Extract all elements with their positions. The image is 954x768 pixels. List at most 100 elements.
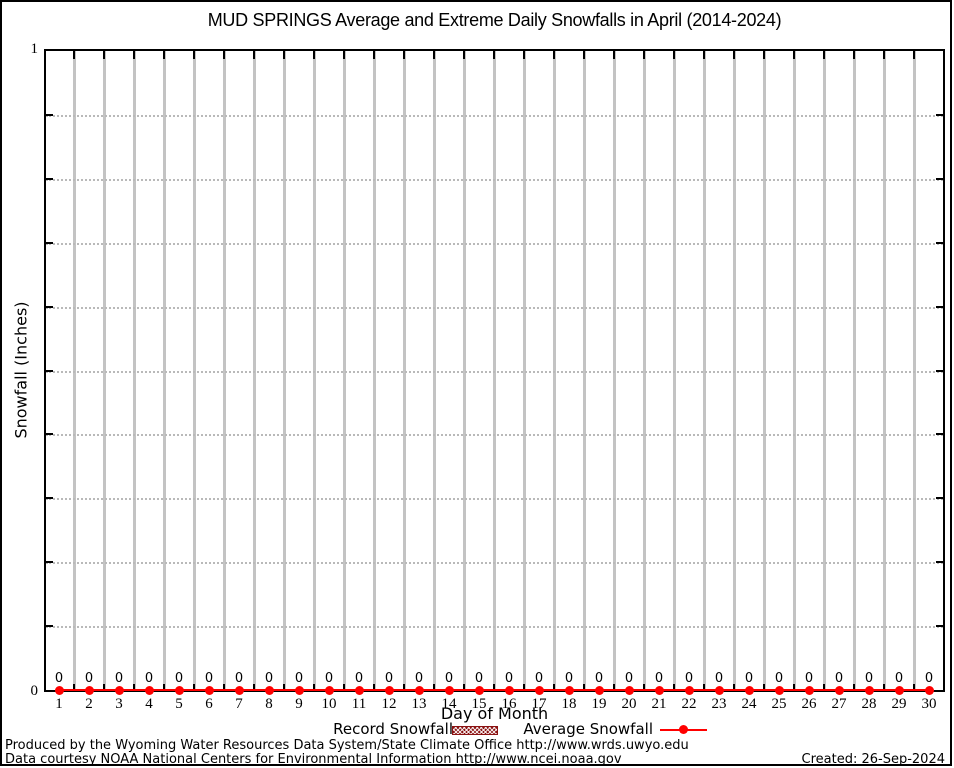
horizontal-dotted-gridline	[46, 178, 943, 181]
x-tick-label: 6	[205, 696, 213, 712]
data-point-marker	[684, 685, 694, 695]
point-value-label: 0	[894, 671, 904, 686]
x-tick-bottom	[313, 684, 315, 690]
data-point-marker	[594, 685, 604, 695]
data-point-marker	[144, 685, 154, 695]
x-tick-bottom	[373, 684, 375, 690]
horizontal-dotted-gridline	[46, 306, 943, 309]
x-tick-bottom	[793, 684, 795, 690]
x-tick-top	[523, 51, 525, 59]
footer-data-courtesy: Data courtesy NOAA National Centers for …	[5, 752, 622, 767]
horizontal-dotted-gridline	[46, 626, 943, 629]
x-tick-top	[703, 51, 705, 59]
x-tick-top	[883, 51, 885, 59]
data-point-marker	[534, 685, 544, 695]
point-value-label: 0	[444, 671, 454, 686]
footer-produced-by: Produced by the Wyoming Water Resources …	[5, 738, 689, 753]
x-tick-bottom	[553, 684, 555, 690]
plot-border-left	[44, 49, 46, 692]
data-point-marker	[234, 685, 244, 695]
x-tick-top	[913, 51, 915, 59]
x-tick-bottom	[103, 684, 105, 690]
x-tick-label: 30	[921, 696, 937, 712]
x-tick-bottom	[253, 684, 255, 690]
x-tick-label: 17	[531, 696, 547, 712]
y-axis-title: Snowfall (Inches)	[11, 301, 31, 439]
data-point-marker	[654, 685, 664, 695]
plot-border-bottom	[44, 690, 945, 692]
point-value-label: 0	[54, 671, 64, 686]
x-tick-label: 23	[711, 696, 727, 712]
x-tick-label: 18	[561, 696, 577, 712]
x-tick-bottom	[703, 684, 705, 690]
x-tick-bottom	[763, 684, 765, 690]
data-point-marker	[504, 685, 514, 695]
x-tick-label: 15	[471, 696, 487, 712]
x-tick-top	[433, 51, 435, 59]
data-point-marker	[84, 685, 94, 695]
legend-record-label: Record Snowfall	[333, 720, 453, 738]
y-tick-label-top: 1	[30, 41, 39, 57]
x-tick-bottom	[403, 684, 405, 690]
x-tick-top	[733, 51, 735, 59]
x-tick-label: 24	[741, 696, 757, 712]
x-tick-top	[253, 51, 255, 59]
point-value-label: 0	[204, 671, 214, 686]
y-tick-label-bottom: 0	[30, 683, 39, 699]
data-point-marker	[384, 685, 394, 695]
chart-title: MUD SPRINGS Average and Extreme Daily Sn…	[207, 10, 782, 30]
y-tick-left	[46, 177, 53, 180]
x-tick-top	[343, 51, 345, 59]
x-tick-label: 8	[265, 696, 273, 712]
y-tick-right	[936, 177, 943, 180]
horizontal-dotted-gridline	[46, 242, 943, 245]
y-tick-left	[46, 369, 53, 372]
horizontal-dotted-gridline	[46, 434, 943, 437]
y-tick-left	[46, 305, 53, 308]
y-tick-right	[936, 433, 943, 436]
x-tick-bottom	[733, 684, 735, 690]
x-tick-bottom	[463, 684, 465, 690]
legend-record-swatch	[452, 726, 498, 735]
data-point-marker	[474, 685, 484, 695]
data-point-marker	[264, 685, 274, 695]
x-tick-bottom	[223, 684, 225, 690]
point-value-label: 0	[534, 671, 544, 686]
point-value-label: 0	[234, 671, 244, 686]
y-tick-left	[46, 241, 53, 244]
x-tick-bottom	[583, 684, 585, 690]
x-tick-top	[403, 51, 405, 59]
x-tick-label: 13	[411, 696, 427, 712]
x-tick-label: 21	[651, 696, 667, 712]
data-point-marker	[294, 685, 304, 695]
data-point-marker	[444, 685, 454, 695]
x-tick-label: 29	[891, 696, 907, 712]
data-point-marker	[834, 685, 844, 695]
point-value-label: 0	[144, 671, 154, 686]
x-tick-label: 7	[235, 696, 243, 712]
y-tick-left	[46, 561, 53, 564]
plot-border-right	[943, 49, 945, 692]
plot-border-top	[44, 49, 945, 51]
x-tick-top	[463, 51, 465, 59]
x-tick-top	[103, 51, 105, 59]
point-value-label: 0	[744, 671, 754, 686]
point-value-label: 0	[504, 671, 514, 686]
y-tick-left	[46, 625, 53, 628]
point-value-label: 0	[774, 671, 784, 686]
point-value-label: 0	[324, 671, 334, 686]
x-tick-top	[823, 51, 825, 59]
point-value-label: 0	[834, 671, 844, 686]
y-tick-right	[936, 113, 943, 116]
plot-area: 0 0 0 0 0 0 0 0 0 0 0 0 0 0 0 0 0 0 0 0 0 0 0 0 0 0 0 0 0 0	[44, 49, 945, 695]
legend-average-marker	[679, 725, 688, 734]
data-point-marker	[744, 685, 754, 695]
data-point-marker	[564, 685, 574, 695]
x-tick-bottom	[493, 684, 495, 690]
x-tick-top	[613, 51, 615, 59]
x-tick-top	[73, 51, 75, 59]
y-tick-right	[936, 561, 943, 564]
x-tick-bottom	[283, 684, 285, 690]
point-value-label: 0	[114, 671, 124, 686]
data-point-marker	[414, 685, 424, 695]
